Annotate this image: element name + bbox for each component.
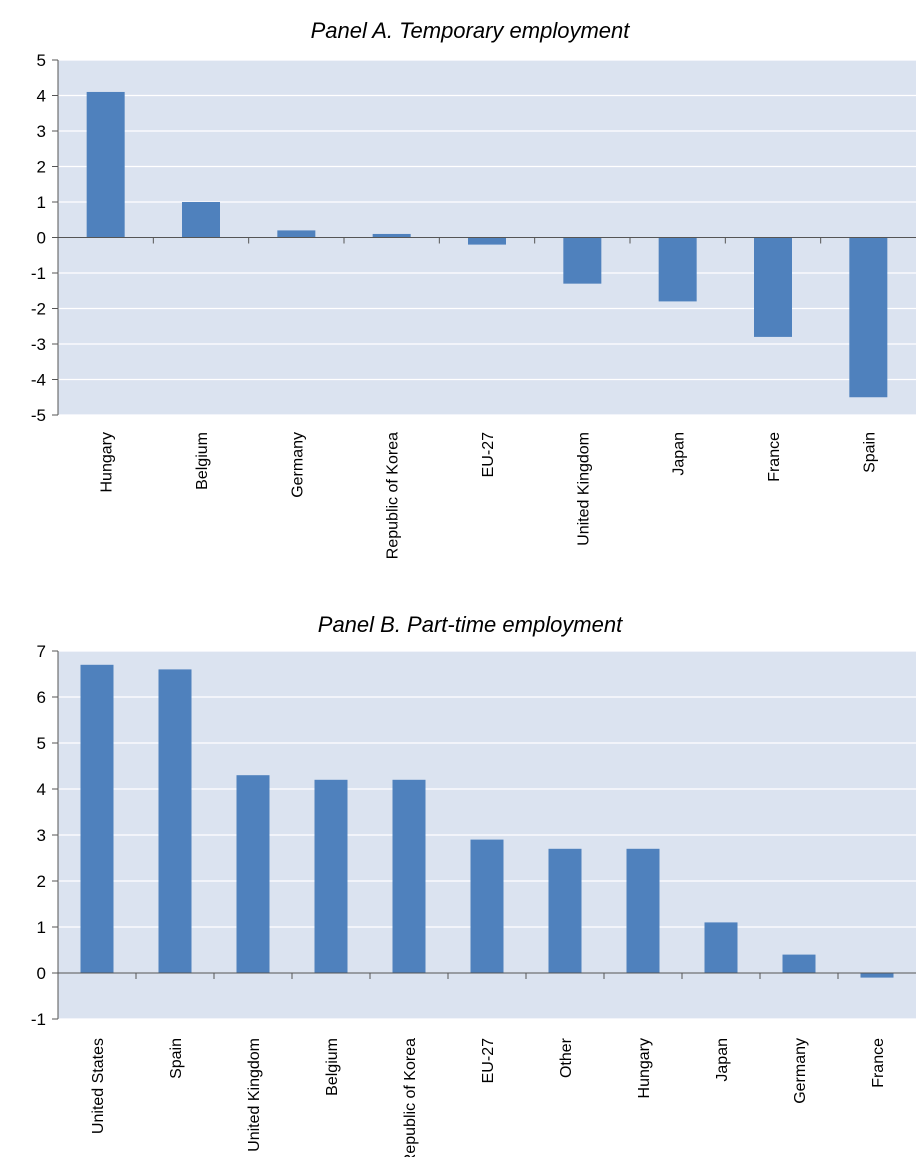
x-tick-label: Spain xyxy=(861,432,878,473)
x-tick-label: Germany xyxy=(289,432,306,498)
y-tick-label: -1 xyxy=(31,1010,46,1029)
y-tick-label: 3 xyxy=(37,122,46,141)
x-tick-label: EU-27 xyxy=(480,1038,497,1083)
x-tick-label: Belgium xyxy=(324,1038,341,1096)
x-tick-label: Spain xyxy=(168,1038,185,1079)
y-tick-label: 1 xyxy=(37,193,46,212)
bar-hungary xyxy=(86,91,125,238)
bar-belgium xyxy=(314,779,348,973)
bar-united-kingdom xyxy=(236,775,270,973)
y-tick-label: 4 xyxy=(37,87,46,106)
bar-united-states xyxy=(80,664,114,973)
y-tick-label: -4 xyxy=(31,371,46,390)
y-tick-label: -5 xyxy=(31,406,46,425)
x-tick-label: France xyxy=(870,1038,887,1088)
y-tick-label: 1 xyxy=(37,918,46,937)
x-tick-label: Republic of Korea xyxy=(385,432,402,559)
bar-japan xyxy=(704,922,738,973)
x-tick-label: France xyxy=(766,432,783,482)
x-tick-label: United Kingdom xyxy=(575,432,592,546)
y-tick-label: 0 xyxy=(37,964,46,983)
bar-eu-27 xyxy=(468,237,506,245)
panel-b: Panel B. Part-time employment 7 6 5 4 3 2 1 0 -1… xyxy=(31,612,916,1157)
y-tick-label: 5 xyxy=(37,734,46,753)
bar-republic-of-korea xyxy=(372,233,411,238)
y-tick-label: -1 xyxy=(31,264,46,283)
x-tick-label: Japan xyxy=(714,1038,731,1082)
x-tick-label: Germany xyxy=(792,1038,809,1104)
x-tick-label: Other xyxy=(558,1037,575,1078)
x-tick-label: Japan xyxy=(671,432,688,476)
bar-eu-27 xyxy=(470,839,504,973)
x-tick-label: Belgium xyxy=(194,432,211,490)
bar-germany xyxy=(782,954,816,973)
x-tick-label: EU-27 xyxy=(480,432,497,477)
y-tick-label: 5 xyxy=(37,51,46,70)
panel-a-title: Panel A. Temporary employment xyxy=(311,18,631,43)
y-tick-label: 0 xyxy=(37,229,46,248)
y-tick-label: -3 xyxy=(31,335,46,354)
y-tick-label: 7 xyxy=(37,642,46,661)
panel-b-plot: 7 6 5 4 3 2 1 0 -1 United States Spain United Kingd… xyxy=(31,642,916,1157)
panel-b-title: Panel B. Part-time employment xyxy=(318,612,623,637)
bar-france xyxy=(860,973,894,978)
bar-spain xyxy=(849,237,888,398)
y-tick-label: -2 xyxy=(31,300,46,319)
bar-spain xyxy=(158,669,192,973)
y-tick-label: 2 xyxy=(37,158,46,177)
bar-belgium xyxy=(182,202,220,238)
bar-germany xyxy=(277,230,316,238)
bar-republic-of-korea xyxy=(392,779,426,973)
panel-a: Panel A. Temporary employment 5 4 3 2 1 0 -1 -2… xyxy=(31,18,916,559)
x-tick-label: United Kingdom xyxy=(246,1038,263,1152)
y-tick-label: 6 xyxy=(37,688,46,707)
x-tick-label: Republic of Korea xyxy=(402,1038,419,1157)
bar-united-kingdom xyxy=(563,237,602,284)
x-tick-label: United States xyxy=(90,1038,107,1134)
y-tick-label: 3 xyxy=(37,826,46,845)
x-tick-label: Hungary xyxy=(636,1038,653,1098)
y-tick-label: 2 xyxy=(37,872,46,891)
bar-japan xyxy=(658,237,697,302)
x-tick-label: Hungary xyxy=(99,432,116,492)
bar-hungary xyxy=(626,848,660,973)
bar-other xyxy=(548,848,582,973)
panel-a-plot: 5 4 3 2 1 0 -1 -2 -3 -4 -5 Hungary Belgium Germany Rep… xyxy=(31,51,916,559)
y-tick-label: 4 xyxy=(37,780,46,799)
bar-france xyxy=(754,237,792,337)
